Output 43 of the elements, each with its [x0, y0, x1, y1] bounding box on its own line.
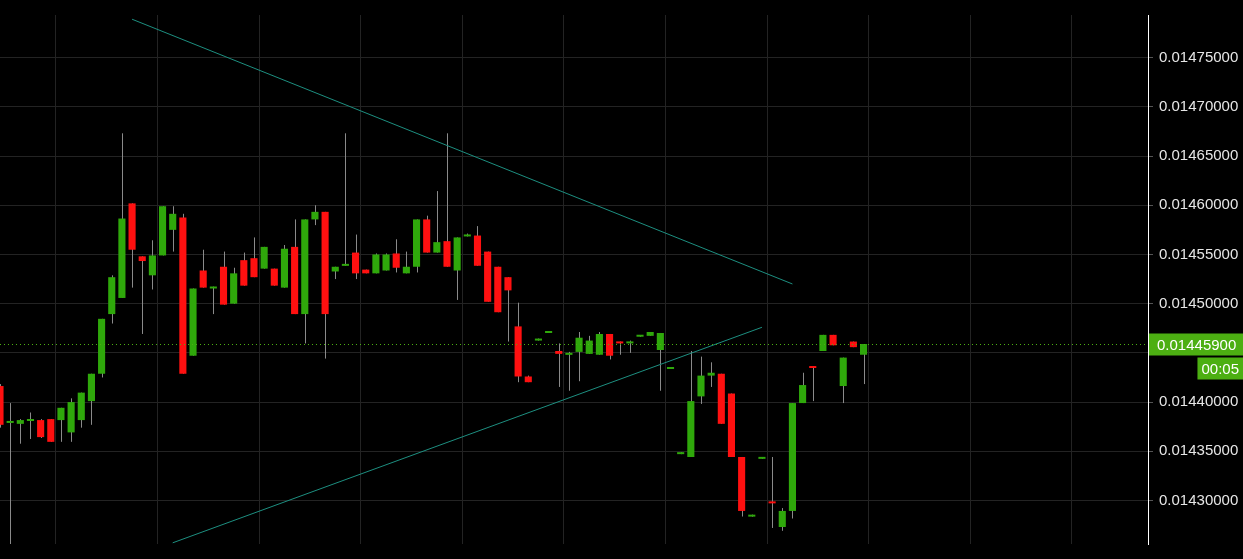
text: 00:05: [1201, 359, 1240, 377]
candlestick: [585, 335, 593, 355]
candlestick: [57, 407, 65, 443]
candlestick: [778, 507, 786, 532]
candlestick: [148, 239, 156, 290]
y-tick-label: 0.01470000: [1159, 96, 1239, 114]
candlestick: [341, 132, 349, 267]
candlestick: [859, 343, 868, 385]
candlestick: [26, 412, 35, 440]
candlestick: [656, 332, 664, 392]
y-tick-label: 0.01440000: [1159, 392, 1239, 410]
candlestick: [250, 236, 258, 278]
candlestick: [37, 418, 45, 439]
y-tick-label: 0.01475000: [1159, 47, 1239, 65]
candlestick: [433, 190, 441, 254]
candlestick: [555, 342, 563, 388]
candlestick: [209, 286, 217, 315]
candlestick: [707, 361, 715, 388]
y-tick-label: 0.01450000: [1159, 293, 1239, 311]
candlestick: [595, 331, 603, 356]
ref-line-label: 0.01445900: [1157, 335, 1237, 353]
candlestick: [47, 418, 55, 443]
candlestick: [565, 351, 573, 392]
candlestick: [311, 204, 319, 226]
candlestick: [606, 333, 614, 360]
y-tick-label: 0.01465000: [1159, 146, 1239, 164]
candlestick: [697, 356, 705, 405]
candlestick: [138, 255, 146, 335]
candlestick: [809, 365, 817, 402]
y-tick-label: 0.01435000: [1159, 441, 1239, 459]
candlestick: [6, 402, 14, 545]
y-tick-label: 0.01460000: [1159, 195, 1239, 213]
candlestick: [352, 234, 360, 280]
candlestick: [169, 205, 177, 253]
candlestick: [768, 456, 776, 529]
candlestick: [799, 372, 807, 404]
candlestick: [16, 418, 24, 445]
candlestick: [504, 276, 512, 343]
candlestick: [392, 238, 400, 273]
y-tick-label: 0.01430000: [1159, 490, 1239, 508]
candlestick: [199, 249, 207, 289]
y-tick-label: 0.01455000: [1159, 244, 1239, 262]
candlestick: [575, 331, 583, 382]
